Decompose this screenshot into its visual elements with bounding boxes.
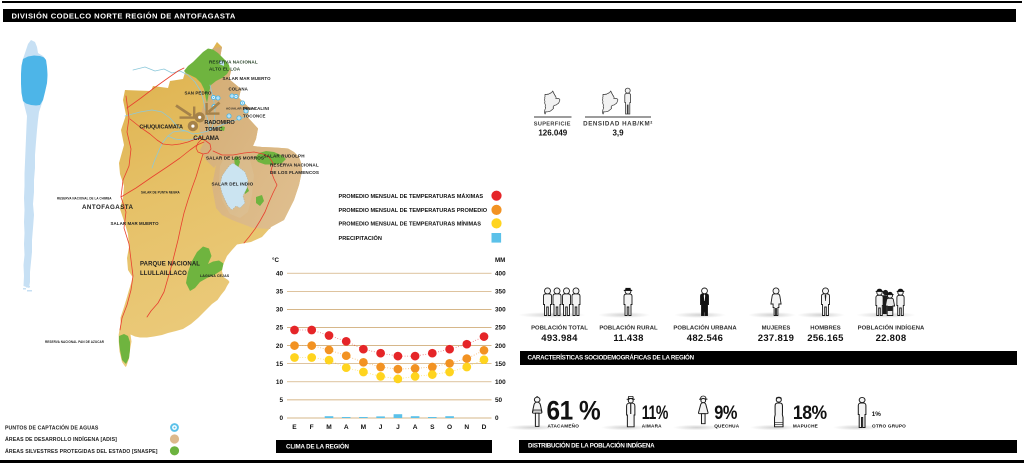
svg-text:40: 40 bbox=[276, 270, 284, 277]
svg-text:237.819: 237.819 bbox=[758, 333, 794, 344]
svg-text:493.984: 493.984 bbox=[541, 333, 578, 344]
svg-text:482.546: 482.546 bbox=[687, 333, 723, 344]
svg-text:POBLACIÓN RURAL: POBLACIÓN RURAL bbox=[599, 324, 658, 332]
svg-text:°C: °C bbox=[272, 257, 279, 264]
svg-text:SALAR RUDOLPH: SALAR RUDOLPH bbox=[264, 154, 306, 159]
svg-text:ALTO EL LOA: ALTO EL LOA bbox=[209, 67, 241, 72]
svg-text:SALAR DEL INDIO: SALAR DEL INDIO bbox=[212, 182, 254, 187]
svg-text:ÁREAS SILVESTRES PROTEGIDAS DE: ÁREAS SILVESTRES PROTEGIDAS DEL ESTADO [… bbox=[5, 448, 158, 455]
svg-text:DE LOS FLAMENCOS: DE LOS FLAMENCOS bbox=[270, 170, 319, 175]
svg-text:M: M bbox=[326, 424, 332, 431]
svg-text:5: 5 bbox=[279, 397, 283, 404]
svg-text:HOMBRES: HOMBRES bbox=[810, 326, 840, 332]
svg-text:TOCONCE: TOCONCE bbox=[243, 114, 266, 119]
svg-text:DENSIDAD HAB/KM²: DENSIDAD HAB/KM² bbox=[583, 121, 653, 128]
svg-text:MAPUCHE: MAPUCHE bbox=[793, 424, 818, 429]
svg-text:A: A bbox=[344, 424, 349, 431]
svg-text:OTRO GRUPO: OTRO GRUPO bbox=[872, 424, 906, 429]
svg-text:ÁREAS DE DESARROLLO INDÍGENA [: ÁREAS DE DESARROLLO INDÍGENA [ADIS] bbox=[5, 435, 117, 443]
svg-text:1%: 1% bbox=[872, 411, 882, 418]
svg-text:11%: 11% bbox=[642, 402, 669, 424]
svg-text:SALAR DE PUNTA NEGRA: SALAR DE PUNTA NEGRA bbox=[141, 190, 180, 194]
svg-text:PARQUE NACIONAL: PARQUE NACIONAL bbox=[140, 262, 200, 268]
svg-text:400: 400 bbox=[495, 270, 506, 277]
svg-text:RESERVA NACIONAL: RESERVA NACIONAL bbox=[270, 163, 319, 168]
svg-text:150: 150 bbox=[495, 361, 506, 368]
svg-text:25: 25 bbox=[276, 325, 284, 332]
svg-text:250: 250 bbox=[495, 325, 506, 332]
svg-text:POBLACIÓN TOTAL: POBLACIÓN TOTAL bbox=[531, 324, 588, 332]
svg-text:N: N bbox=[464, 424, 469, 431]
svg-text:POBLACIÓN INDÍGENA: POBLACIÓN INDÍGENA bbox=[858, 324, 925, 332]
svg-text:RESERVA NACIONAL PAN DE AZUCAR: RESERVA NACIONAL PAN DE AZUCAR bbox=[45, 340, 104, 344]
svg-text:3,9: 3,9 bbox=[612, 129, 624, 138]
svg-text:PROMEDIO MENSUAL DE TEMPERATUR: PROMEDIO MENSUAL DE TEMPERATURAS PROMEDI… bbox=[339, 208, 488, 214]
svg-text:SALAR MAR MUERTO: SALAR MAR MUERTO bbox=[223, 76, 272, 81]
svg-text:CALAMA: CALAMA bbox=[193, 135, 219, 142]
svg-text:CHUQUICAMATA: CHUQUICAMATA bbox=[139, 124, 183, 130]
svg-text:200: 200 bbox=[495, 343, 506, 350]
svg-text:MUJERES: MUJERES bbox=[762, 326, 791, 332]
svg-text:AGUALAR SALADO: AGUALAR SALADO bbox=[226, 107, 256, 111]
svg-text:20: 20 bbox=[276, 343, 284, 350]
svg-text:61 %: 61 % bbox=[547, 397, 601, 426]
svg-text:QUECHUA: QUECHUA bbox=[714, 424, 740, 429]
svg-text:300: 300 bbox=[495, 307, 506, 314]
svg-text:MM: MM bbox=[495, 257, 505, 264]
svg-text:AIMARA: AIMARA bbox=[642, 424, 662, 429]
svg-text:TOMIC: TOMIC bbox=[205, 127, 222, 133]
svg-text:S: S bbox=[430, 424, 435, 431]
svg-text:RESERVA NACIONAL DE LA CHIMBA: RESERVA NACIONAL DE LA CHIMBA bbox=[57, 196, 112, 200]
svg-text:E: E bbox=[292, 424, 297, 431]
svg-text:PINACALINI: PINACALINI bbox=[243, 106, 269, 111]
svg-text:9%: 9% bbox=[714, 402, 737, 424]
svg-text:SUPERFICIE: SUPERFICIE bbox=[534, 122, 571, 128]
svg-text:10: 10 bbox=[276, 379, 284, 386]
svg-text:35: 35 bbox=[276, 289, 284, 296]
svg-text:LLULLAILLACO: LLULLAILLACO bbox=[140, 271, 187, 277]
svg-text:350: 350 bbox=[495, 289, 506, 296]
svg-text:100: 100 bbox=[495, 379, 506, 386]
svg-text:50: 50 bbox=[495, 397, 503, 404]
svg-text:J: J bbox=[379, 424, 383, 431]
svg-text:O: O bbox=[447, 424, 452, 431]
svg-text:SALAR DE LOS MORROS: SALAR DE LOS MORROS bbox=[206, 156, 264, 161]
svg-text:LAGUNA CEJAS: LAGUNA CEJAS bbox=[200, 274, 230, 278]
svg-text:PROMEDIO MENSUAL DE TEMPERATUR: PROMEDIO MENSUAL DE TEMPERATURAS MÍNIMAS bbox=[339, 220, 482, 228]
svg-text:RESERVA NACIONAL: RESERVA NACIONAL bbox=[209, 60, 258, 65]
svg-text:11.438: 11.438 bbox=[613, 333, 643, 344]
svg-text:D: D bbox=[482, 424, 487, 431]
svg-text:M: M bbox=[361, 424, 367, 431]
svg-text:PUNTOS DE CAPTACIÓN DE AGUAS: PUNTOS DE CAPTACIÓN DE AGUAS bbox=[5, 424, 99, 432]
svg-text:F: F bbox=[310, 424, 314, 431]
svg-text:RADOMIRO: RADOMIRO bbox=[204, 120, 235, 126]
svg-text:126.049: 126.049 bbox=[538, 129, 567, 138]
svg-text:SAN PEDRO: SAN PEDRO bbox=[185, 91, 212, 96]
svg-text:ATACAMEÑO: ATACAMEÑO bbox=[548, 423, 580, 429]
svg-text:A: A bbox=[413, 424, 418, 431]
svg-text:PROMEDIO MENSUAL DE TEMPERATUR: PROMEDIO MENSUAL DE TEMPERATURAS MÁXIMAS bbox=[339, 193, 484, 200]
svg-text:J: J bbox=[396, 424, 400, 431]
svg-text:COLANA: COLANA bbox=[229, 87, 249, 92]
svg-text:30: 30 bbox=[276, 307, 284, 314]
svg-text:PRECIPITACIÓN: PRECIPITACIÓN bbox=[339, 234, 382, 242]
svg-text:22.808: 22.808 bbox=[876, 333, 907, 344]
svg-text:256.165: 256.165 bbox=[807, 333, 844, 344]
svg-text:POBLACIÓN URBANA: POBLACIÓN URBANA bbox=[673, 324, 737, 332]
svg-text:15: 15 bbox=[276, 361, 284, 368]
svg-text:0: 0 bbox=[495, 415, 499, 422]
svg-text:ANTOFAGASTA: ANTOFAGASTA bbox=[82, 204, 134, 211]
svg-text:SALAR MAR MUERTO: SALAR MAR MUERTO bbox=[111, 221, 160, 226]
svg-text:0: 0 bbox=[279, 415, 283, 422]
svg-text:18%: 18% bbox=[793, 401, 827, 423]
